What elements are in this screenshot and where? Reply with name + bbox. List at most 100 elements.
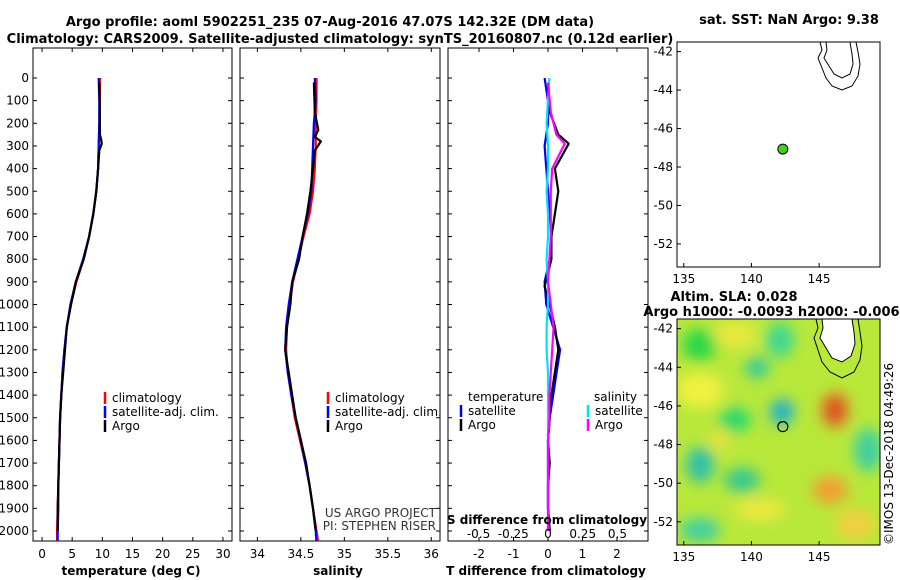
s-difference-axis-label: S difference from climatology (447, 513, 647, 527)
depth-tick-label: 600 (6, 207, 29, 221)
depth-tick-label: 0 (21, 71, 29, 85)
s-diff-tick-label: 0.25 (569, 527, 596, 541)
legend-label-satellite: satellite-adj. clim. (112, 405, 219, 419)
project-credit-line2: PI: STEPHEN RISER (323, 519, 436, 533)
salinity-plot-frame (239, 47, 441, 542)
map-y-tick-label: -50 (653, 476, 673, 490)
series-line-argo (56, 82, 103, 531)
map-x-tick-label: 135 (672, 272, 695, 286)
sla-map-marks: 135 140 145 -42 -44 -46 -48 -50 -52 (653, 322, 830, 564)
map-x-tick-label: 135 (672, 550, 695, 564)
x-tick-label: 25 (185, 547, 200, 561)
x-tick-label: 5 (68, 547, 76, 561)
s-diff-tick-label: -0.5 (467, 527, 490, 541)
sla-blob (770, 399, 794, 425)
sla-blob (719, 408, 751, 432)
sla-map-frame (676, 318, 881, 546)
sla-blob (686, 447, 714, 483)
x-tick-label: 15 (125, 547, 140, 561)
depth-tick-label: 1900 (0, 501, 29, 515)
x-tick-label: 1 (579, 547, 587, 561)
depth-tick-label: 1600 (0, 433, 29, 447)
float-position-marker (777, 143, 789, 155)
series-line-satellite-adj-clim- (56, 77, 101, 541)
x-tick-label: -2 (473, 547, 485, 561)
tasmania-coast (819, 319, 856, 363)
legend-label-climatology: climatology (112, 391, 182, 405)
salinity-axis-label: salinity (313, 564, 363, 578)
sla-blob (766, 322, 794, 358)
tasmania-coast-outer (817, 42, 861, 91)
depth-tick-label: 1300 (0, 365, 29, 379)
figure-title-line1: Argo profile: aoml 5902251_235 07-Aug-20… (66, 15, 594, 30)
project-credit-line1: US ARGO PROJECT (325, 506, 437, 520)
depth-tick-label: 500 (6, 184, 29, 198)
legend-title-salinity: salinity (594, 390, 637, 404)
depth-tick-label: 900 (6, 275, 29, 289)
map-x-tick-label: 140 (740, 550, 763, 564)
sla-blob (812, 476, 848, 504)
legend-label-satellite: satellite-adj. clim. (335, 405, 442, 419)
sla-blob (713, 321, 757, 349)
depth-tick-label: 1500 (0, 411, 29, 425)
depth-tick-label: 2000 (0, 524, 29, 538)
map-y-tick-label: -52 (653, 515, 673, 529)
map-y-tick-label: -46 (653, 399, 673, 413)
x-tick-label: 34 (250, 547, 265, 561)
sla-blob (828, 400, 842, 420)
sla-heatmap (677, 319, 880, 545)
legend-label-s-satellite: satellite (595, 404, 643, 418)
map-x-tick-label: 145 (808, 272, 831, 286)
sst-map-marks: 135 140 145 -42 -44 -46 -48 -50 -52 (653, 45, 830, 286)
sla-field-blobs (677, 321, 880, 542)
difference-legend: temperature salinity satellite Argo sate… (459, 390, 643, 432)
depth-tick-label: 700 (6, 230, 29, 244)
map-y-tick-label: -48 (653, 438, 673, 452)
x-tick-label: -1 (508, 547, 520, 561)
salinity-legend: climatology satellite-adj. clim. Argo (326, 391, 442, 433)
x-tick-label: 10 (95, 547, 110, 561)
sla-blob (680, 518, 720, 542)
map-y-tick-label: -44 (653, 360, 673, 374)
s-diff-tick-label: 0 (544, 527, 552, 541)
sla-blob (682, 329, 718, 361)
x-tick-label: 0 (544, 547, 552, 561)
temperature-plot-frame (32, 47, 233, 542)
depth-tick-label: 100 (6, 94, 29, 108)
x-tick-label: 30 (215, 547, 230, 561)
depth-tick-label: 1400 (0, 388, 29, 402)
depth-tick-label: 1100 (0, 320, 29, 334)
axis-ticks-layer: 0100200300400500600700800900100011001200… (0, 48, 648, 561)
map-y-tick-label: -46 (653, 122, 673, 136)
map-y-tick-label: -50 (653, 198, 673, 212)
float-position-marker (777, 420, 789, 433)
series-line-s-argo (546, 82, 566, 531)
legend-label-argo: Argo (335, 419, 363, 433)
map-x-tick-label: 145 (808, 550, 831, 564)
x-tick-label: 35.5 (374, 547, 401, 561)
imos-credit: ©IMOS 13-Dec-2018 04:49:26 (882, 363, 896, 545)
sla-blob (710, 431, 730, 449)
depth-tick-label: 1000 (0, 298, 29, 312)
tasmania-coast (823, 42, 854, 79)
depth-tick-label: 200 (6, 116, 29, 130)
map-y-tick-label: -52 (653, 237, 673, 251)
x-tick-label: 34.5 (288, 547, 315, 561)
depth-tick-label: 300 (6, 139, 29, 153)
sla-blob (677, 372, 724, 408)
x-tick-label: 0 (38, 547, 46, 561)
depth-tick-label: 1200 (0, 343, 29, 357)
sst-map-title: sat. SST: NaN Argo: 9.38 (699, 13, 879, 28)
temperature-series-layer (55, 77, 103, 541)
figure-title-line2: Climatology: CARS2009. Satellite-adjuste… (7, 32, 674, 47)
sla-blob (854, 428, 880, 472)
series-line-argo (284, 82, 322, 532)
x-tick-label: 36 (424, 547, 439, 561)
sst-map-frame (676, 41, 881, 268)
s-diff-tick-label: 0.5 (608, 527, 627, 541)
sla-blob (835, 509, 875, 541)
depth-tick-label: 400 (6, 162, 29, 176)
depth-tick-label: 1700 (0, 456, 29, 470)
legend-label-climatology: climatology (335, 391, 405, 405)
